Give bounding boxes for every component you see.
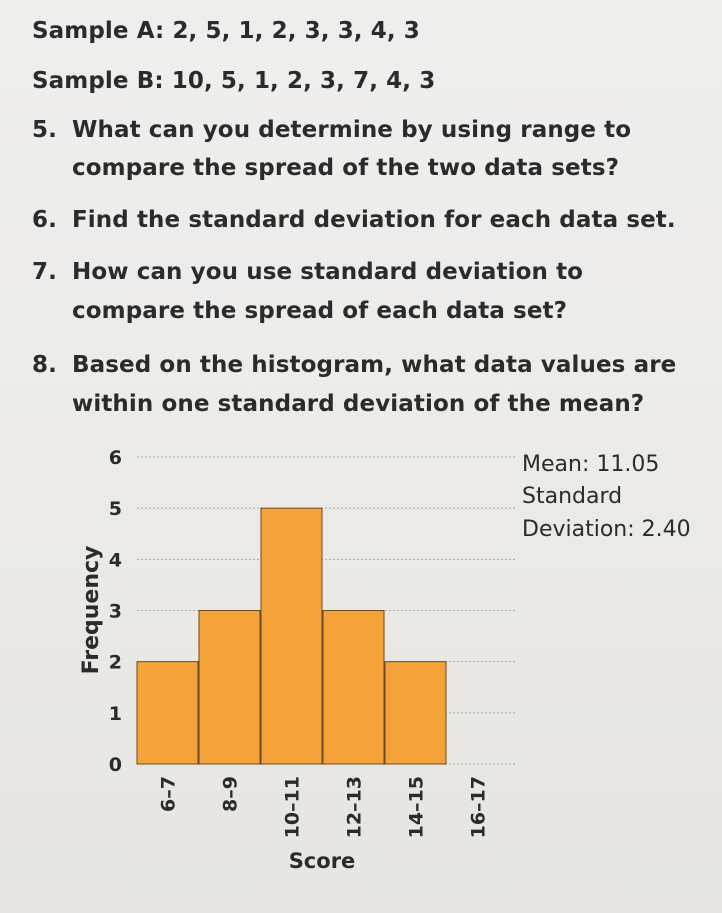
- bar-10–11: [260, 507, 323, 765]
- x-tick-label-16–17: 16–17: [468, 776, 490, 838]
- sample-b-label: Sample B:: [32, 68, 164, 94]
- bar-layer: [136, 507, 447, 765]
- question-7-number: 7.: [32, 259, 57, 285]
- y-tick-label-3: 3: [109, 601, 122, 623]
- question-5-line2: compare the spread of the two data sets?: [72, 155, 620, 181]
- question-5-number: 5.: [32, 117, 57, 143]
- bar-14–15: [384, 661, 447, 765]
- question-8: 8. Based on the histogram, what data valu…: [32, 352, 676, 378]
- bar-8–9: [198, 610, 261, 765]
- x-tick-label-8–9: 8–9: [220, 776, 242, 812]
- sample-a-label: Sample A:: [32, 18, 165, 44]
- bar-12–13: [322, 610, 385, 765]
- x-axis-label: Score: [289, 849, 356, 873]
- y-tick-layer: 0 1 2 3 4 5 6: [109, 447, 122, 776]
- x-tick-label-12–13: 12–13: [344, 776, 366, 838]
- y-tick-label-0: 0: [109, 754, 122, 776]
- histogram: 0 1 2 3 4 5 6 6–7 8–9 10–11 12–13 14–15 16–17 Frequ…: [60, 440, 720, 900]
- question-8-line2: within one standard deviation of the mea…: [72, 391, 645, 417]
- std-label-line2: Deviation: 2.40: [522, 517, 691, 542]
- y-tick-label-1: 1: [109, 703, 122, 725]
- x-tick-label-6–7: 6–7: [158, 776, 180, 812]
- sample-a-line: Sample A: 2, 5, 1, 2, 3, 3, 4, 3: [32, 18, 420, 44]
- question-7-line2: compare the spread of each data set?: [72, 298, 568, 324]
- mean-label: Mean: 11.05: [522, 452, 660, 477]
- y-tick-label-2: 2: [109, 652, 122, 674]
- bar-6–7: [136, 661, 199, 765]
- histogram-svg: 0 1 2 3 4 5 6 6–7 8–9 10–11 12–13 14–15 16–17 Frequ…: [79, 447, 515, 873]
- y-tick-label-5: 5: [109, 498, 122, 520]
- question-5-line1: What can you determine by using range to: [72, 117, 632, 143]
- x-tick-layer: 6–7 8–9 10–11 12–13 14–15 16–17: [158, 776, 490, 838]
- y-tick-label-4: 4: [109, 549, 122, 571]
- y-axis-label: Frequency: [79, 546, 104, 675]
- sample-b-line: Sample B: 10, 5, 1, 2, 3, 7, 4, 3: [32, 68, 435, 94]
- sample-a-values: 2, 5, 1, 2, 3, 3, 4, 3: [172, 18, 420, 44]
- sample-b-values: 10, 5, 1, 2, 3, 7, 4, 3: [171, 68, 436, 94]
- question-6-line1: Find the standard deviation for each dat…: [72, 207, 676, 233]
- question-8-line1: Based on the histogram, what data values…: [72, 352, 677, 378]
- y-tick-label-6: 6: [109, 447, 122, 469]
- question-6-number: 6.: [32, 207, 57, 233]
- question-8-number: 8.: [32, 352, 57, 378]
- question-6: 6. Find the standard deviation for each d…: [32, 207, 676, 233]
- x-tick-label-14–15: 14–15: [406, 776, 428, 838]
- question-7-line1: How can you use standard deviation to: [72, 259, 584, 285]
- x-tick-label-10–11: 10–11: [282, 776, 304, 838]
- std-label-line1: Standard: [522, 484, 623, 509]
- question-5: 5. What can you determine by using range …: [32, 117, 631, 143]
- question-7: 7. How can you use standard deviation to: [32, 259, 583, 285]
